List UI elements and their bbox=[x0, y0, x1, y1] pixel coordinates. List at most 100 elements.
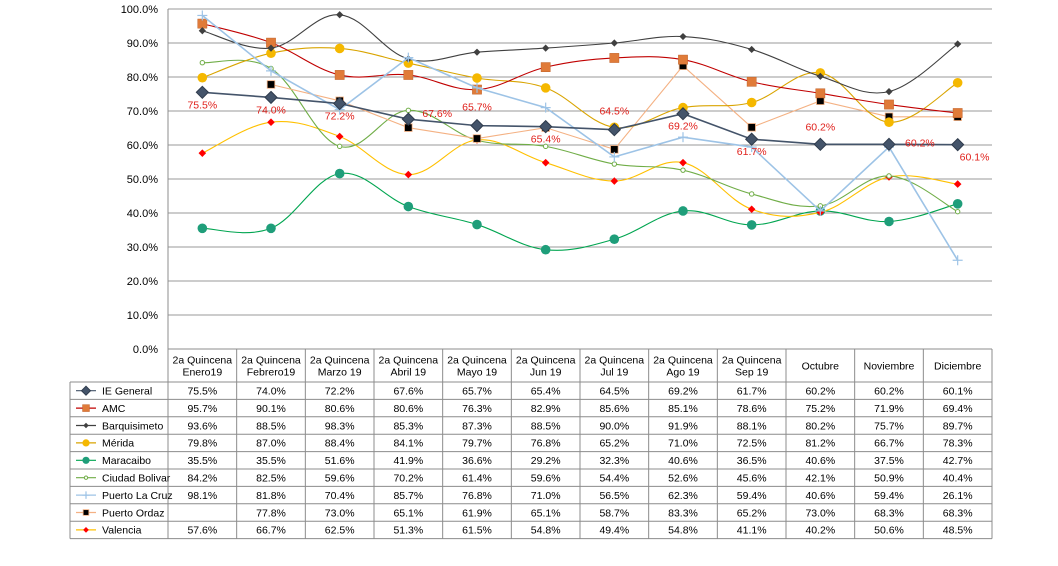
table-cell-value: 76.8% bbox=[462, 490, 492, 502]
data-point bbox=[954, 208, 961, 215]
data-point bbox=[405, 107, 412, 114]
table-cell-value: 41.9% bbox=[393, 455, 423, 467]
data-point bbox=[542, 44, 550, 52]
table-cell-value: 69.2% bbox=[668, 386, 698, 398]
x-category-label: 2a Quincena bbox=[516, 355, 576, 367]
data-point bbox=[950, 137, 965, 152]
data-point bbox=[882, 137, 896, 152]
x-category-label: Sep 19 bbox=[735, 367, 768, 379]
table-cell-value: 61.4% bbox=[462, 473, 492, 485]
data-point bbox=[678, 54, 688, 65]
table-cell-value: 56.5% bbox=[599, 490, 629, 502]
data-point bbox=[198, 27, 206, 35]
table-cell-value: 65.2% bbox=[737, 507, 767, 519]
data-point bbox=[679, 32, 687, 41]
table-cell-value: 90.1% bbox=[256, 403, 286, 415]
data-point bbox=[746, 97, 757, 108]
table-cell-value: 29.2% bbox=[531, 455, 561, 467]
series-line bbox=[202, 172, 958, 251]
legend-key-marker bbox=[82, 491, 90, 499]
table-cell-value: 50.6% bbox=[874, 525, 904, 537]
data-point bbox=[952, 77, 963, 88]
table-cell-value: 36.6% bbox=[462, 455, 492, 467]
x-category-label: Ago 19 bbox=[666, 367, 699, 379]
table-cell-value: 73.0% bbox=[805, 507, 835, 519]
table-cell-value: 89.7% bbox=[943, 420, 973, 432]
table-cell-value: 88.1% bbox=[737, 420, 767, 432]
table-cell-value: 71.9% bbox=[874, 403, 904, 415]
x-category-label: 2a Quincena bbox=[653, 355, 713, 367]
legend-key-marker bbox=[80, 385, 92, 396]
y-tick-label: 30.0% bbox=[127, 242, 158, 254]
table-cell-value: 88.5% bbox=[256, 420, 286, 432]
data-point bbox=[332, 96, 347, 111]
data-point bbox=[607, 122, 622, 137]
x-category-label: 2a Quincena bbox=[722, 355, 782, 367]
data-point bbox=[195, 85, 210, 100]
series-line bbox=[202, 23, 958, 114]
data-label: 75.5% bbox=[187, 99, 217, 111]
table-cell-value: 79.8% bbox=[187, 438, 217, 450]
table-cell-value: 60.2% bbox=[805, 386, 835, 398]
data-point bbox=[267, 118, 275, 127]
table-cell-value: 60.2% bbox=[874, 386, 904, 398]
table-cell-value: 54.8% bbox=[531, 525, 561, 537]
data-point bbox=[815, 88, 826, 99]
data-point bbox=[334, 168, 345, 179]
table-cell-value: 35.5% bbox=[256, 455, 286, 467]
data-point bbox=[473, 48, 481, 56]
table-cell-value: 40.6% bbox=[668, 455, 698, 467]
y-tick-label: 70.0% bbox=[127, 106, 158, 118]
data-point bbox=[197, 223, 208, 234]
data-point bbox=[266, 48, 276, 58]
data-point bbox=[336, 143, 343, 150]
table-cell-value: 95.7% bbox=[187, 403, 217, 415]
data-point bbox=[748, 191, 755, 197]
data-point bbox=[197, 10, 208, 21]
data-point bbox=[885, 88, 893, 96]
table-cell-value: 59.6% bbox=[531, 473, 561, 485]
table-cell-value: 70.2% bbox=[393, 473, 423, 485]
data-point bbox=[748, 45, 756, 54]
table-cell-value: 59.4% bbox=[737, 490, 767, 502]
table-cell-value: 42.7% bbox=[943, 455, 973, 467]
table-cell-value: 80.2% bbox=[805, 420, 835, 432]
table-cell-value: 62.3% bbox=[668, 490, 698, 502]
data-point bbox=[610, 39, 618, 47]
table-cell-value: 68.3% bbox=[874, 507, 904, 519]
data-label: 60.1% bbox=[960, 152, 990, 164]
series-line bbox=[202, 121, 958, 217]
table-cell-value: 65.1% bbox=[531, 507, 561, 519]
legend-entry: Puerto La Cruz bbox=[102, 490, 173, 502]
table-cell-value: 69.4% bbox=[943, 403, 973, 415]
data-point bbox=[540, 102, 551, 113]
legend-entry: Mérida bbox=[102, 438, 134, 450]
y-tick-label: 0.0% bbox=[133, 344, 158, 356]
data-point bbox=[747, 123, 756, 132]
table-cell-value: 59.6% bbox=[325, 473, 355, 485]
table-cell-value: 84.1% bbox=[393, 438, 423, 450]
table-cell-value: 61.9% bbox=[462, 507, 492, 519]
data-point bbox=[813, 137, 828, 152]
table-cell-value: 71.0% bbox=[668, 438, 698, 450]
table-cell-value: 91.9% bbox=[668, 420, 698, 432]
data-point bbox=[610, 177, 619, 185]
data-point bbox=[403, 52, 414, 63]
x-category-label: Febrero19 bbox=[247, 367, 296, 379]
table-cell-value: 81.2% bbox=[805, 438, 835, 450]
table-cell-value: 85.6% bbox=[599, 403, 629, 415]
data-point bbox=[747, 205, 756, 214]
table-cell-value: 66.7% bbox=[256, 525, 286, 537]
table-cell-value: 32.3% bbox=[599, 455, 629, 467]
legend-entry: Ciudad Bolivar bbox=[102, 473, 171, 485]
y-tick-label: 90.0% bbox=[127, 38, 158, 50]
data-point bbox=[542, 143, 549, 150]
data-point bbox=[609, 234, 620, 244]
y-tick-label: 50.0% bbox=[127, 174, 158, 186]
data-point bbox=[680, 167, 686, 173]
table-cell-value: 51.6% bbox=[325, 455, 355, 467]
table-cell-value: 87.0% bbox=[256, 438, 286, 450]
data-point bbox=[197, 72, 208, 83]
data-point bbox=[198, 149, 207, 157]
